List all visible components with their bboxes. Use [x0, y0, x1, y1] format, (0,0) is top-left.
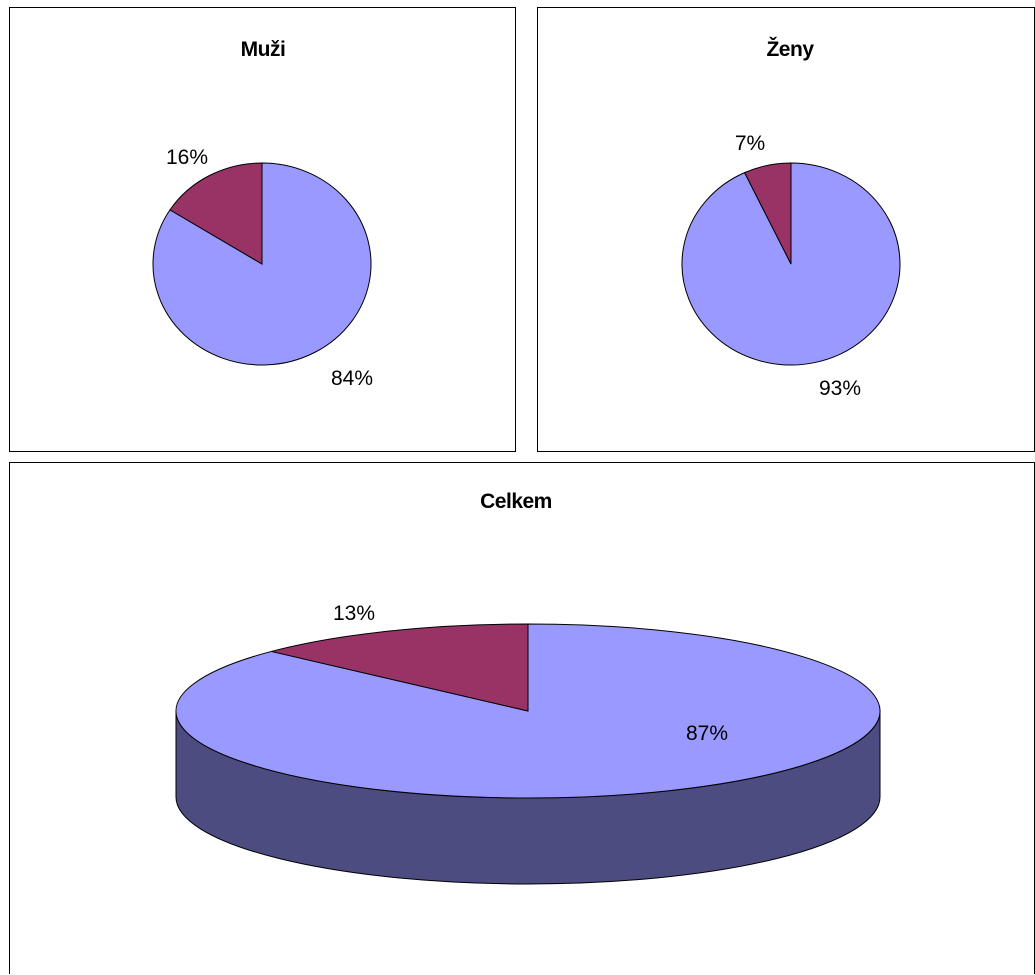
pie-slice-16 [169, 162, 263, 265]
chart-panel-celkem: Celkem 87% 13% [9, 462, 1035, 974]
chart-title: Muži [241, 38, 286, 61]
pie-chart-zeny: Ženy 93% 7% [681, 37, 901, 400]
data-label: 84% [331, 367, 373, 390]
chart-title: Celkem [480, 490, 552, 513]
data-label: 13% [333, 602, 375, 625]
pie-chart-celkem-3d: Celkem 87% 13% [175, 490, 881, 885]
chart-panel-zeny: Ženy 93% 7% [537, 7, 1035, 452]
pie-slice-13 [271, 623, 529, 712]
data-label: 87% [686, 722, 728, 745]
data-label: 93% [819, 377, 861, 400]
data-label: 16% [166, 146, 208, 169]
pie-slice-7 [743, 162, 792, 265]
pie-chart-muzi: Muži 84% 16% [152, 38, 373, 390]
data-label: 7% [735, 132, 765, 155]
chart-panel-muzi: Muži 84% 16% [9, 7, 516, 452]
chart-title: Ženy [766, 37, 814, 61]
